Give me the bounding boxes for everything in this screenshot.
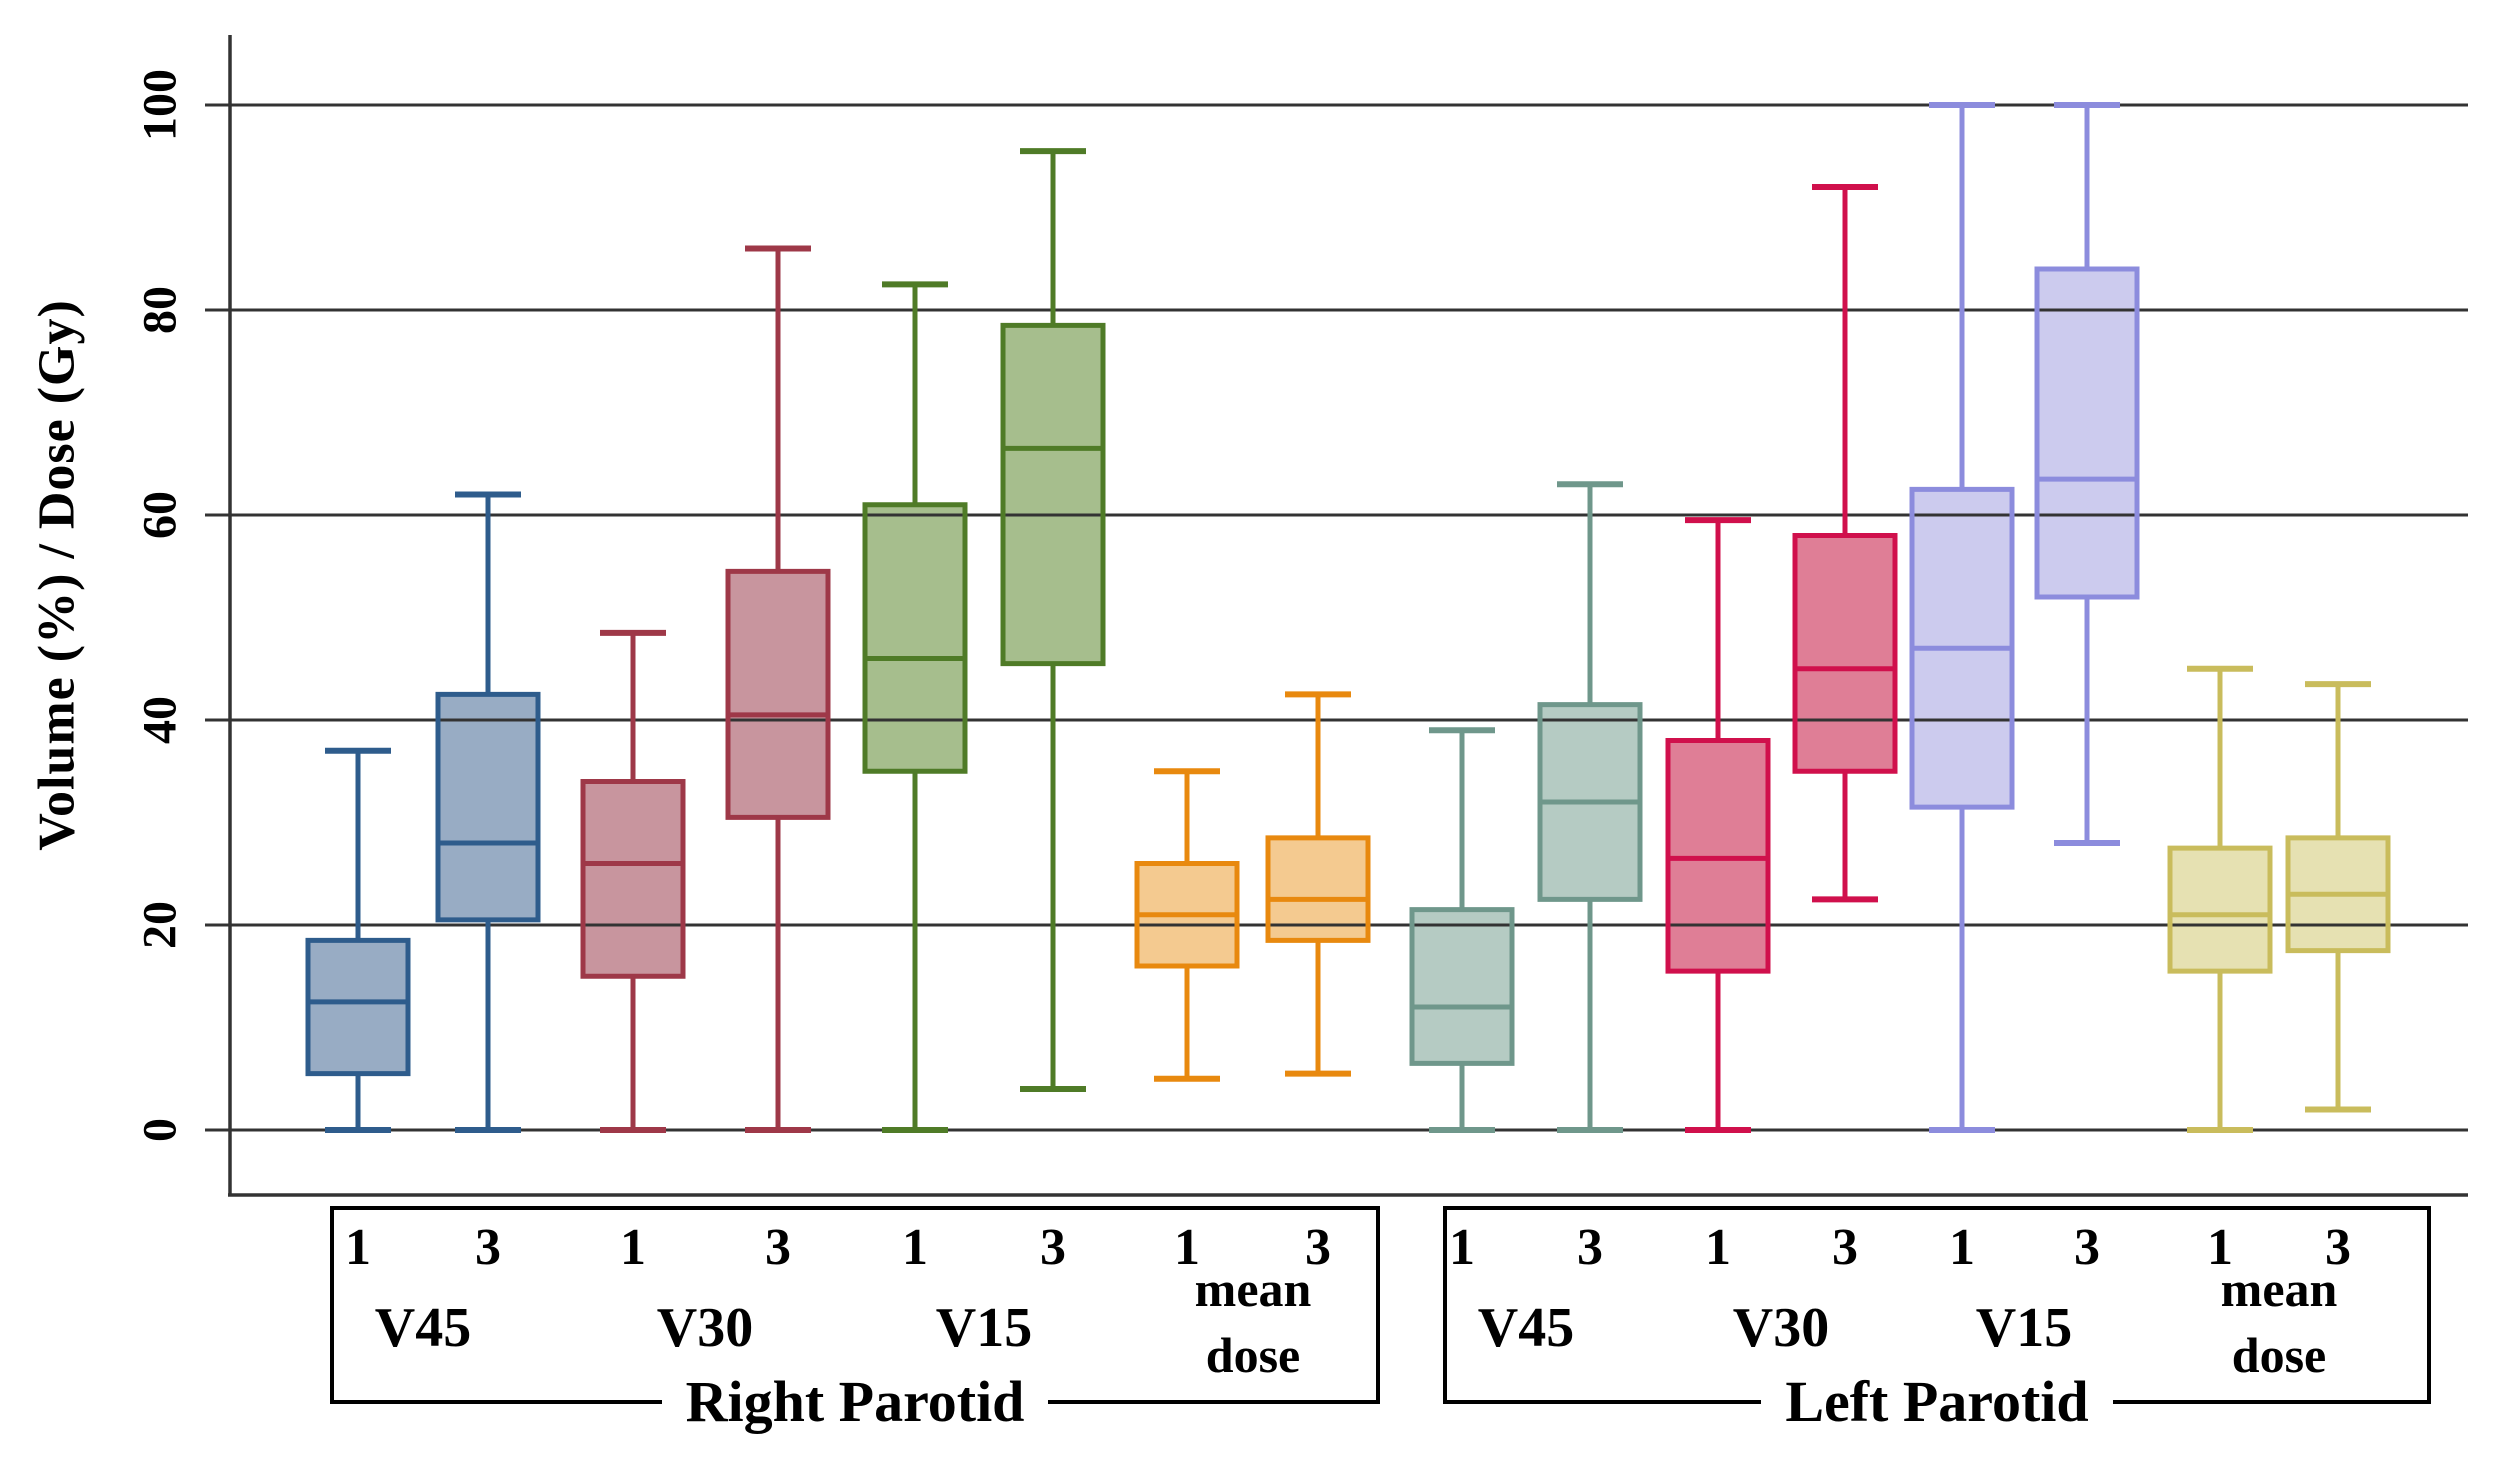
category-label-v30: V30 [1732,1297,1830,1359]
x-axis-group-box-left-parotid: Left Parotid [1443,1206,2431,1431]
category-label-mean-dose: mean dose [2220,1261,2338,1383]
category-label-v15: V15 [1975,1297,2073,1359]
y-tick-40: 40 [133,696,187,744]
fraction-label: 3 [1305,1219,1331,1276]
fraction-label: 3 [765,1219,791,1276]
fraction-label: 1 [620,1219,646,1276]
y-tick-60: 60 [133,491,187,539]
fraction-label: 1 [1449,1219,1475,1276]
y-tick-80: 80 [133,286,187,334]
fraction-label: 1 [345,1219,371,1276]
fraction-label: 3 [2325,1219,2351,1276]
divider-line [2112,1400,2431,1404]
group-label-left-parotid: Left Parotid [1785,1369,2089,1434]
category-label-v30: V30 [656,1297,754,1359]
group-label-row: Left Parotid [1443,1373,2431,1431]
fraction-label: 1 [1949,1219,1975,1276]
fraction-label: 3 [1040,1219,1066,1276]
y-tick-0: 0 [133,1118,187,1142]
fraction-label: 1 [1174,1219,1200,1276]
y-tick-20: 20 [133,901,187,949]
group-label-row: Right Parotid [330,1369,1381,1434]
divider-line [1048,1400,1381,1404]
fraction-label: 1 [1705,1219,1731,1276]
x-axis-group-box-right-parotid: Right Parotid [330,1206,1381,1431]
fraction-label: 3 [2074,1219,2100,1276]
fraction-label: 1 [2207,1219,2233,1276]
fraction-label: 1 [902,1219,928,1276]
divider-line [330,1400,662,1404]
fraction-label: 3 [1832,1219,1858,1276]
category-label-v45: V45 [374,1297,472,1359]
y-tick-100: 100 [133,69,187,141]
fraction-label: 3 [1577,1219,1603,1276]
divider-line [1443,1400,1762,1404]
y-axis-title: Volume (%) / Dose (Gy) [28,299,86,851]
category-label-v15: V15 [935,1297,1033,1359]
category-label-mean-dose: mean dose [1194,1261,1312,1383]
fraction-label: 3 [475,1219,501,1276]
group-label-right-parotid: Right Parotid [685,1369,1025,1434]
category-label-v45: V45 [1477,1297,1575,1359]
